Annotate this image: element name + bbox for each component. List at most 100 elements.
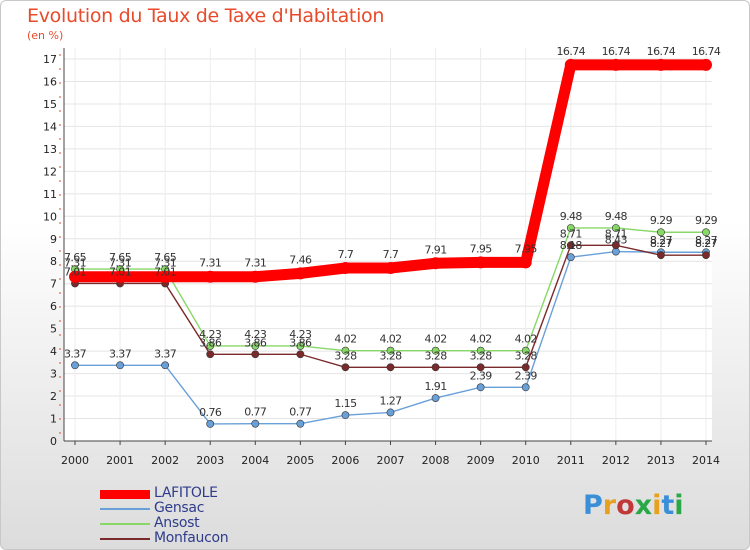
data-point-monfaucon (251, 350, 260, 359)
data-point-gensac (566, 253, 575, 262)
data-point-ansost (476, 346, 485, 355)
data-label-lafitole: 7.7 (338, 248, 354, 261)
data-point-lafitole (339, 261, 352, 274)
data-label-gensac: 3.37 (64, 347, 87, 360)
y-tick-label: 16 (43, 75, 57, 88)
data-point-ansost (386, 346, 395, 355)
data-label-gensac: 0.77 (289, 406, 312, 419)
data-label-monfaucon: 3.28 (334, 349, 357, 362)
data-point-lafitole (69, 270, 81, 283)
data-point-gensac (476, 383, 485, 392)
data-point-monfaucon (206, 350, 215, 359)
y-tick-label: 2 (50, 390, 57, 403)
data-label-gensac: 3.37 (154, 347, 177, 360)
data-label-monfaucon: 8.27 (695, 237, 718, 250)
data-label-ansost: 4.23 (199, 328, 222, 341)
data-label-gensac: 0.77 (244, 406, 267, 419)
y-tick-label: 12 (43, 165, 57, 178)
data-point-monfaucon (386, 363, 395, 372)
data-point-gensac (71, 361, 79, 370)
data-point-monfaucon (476, 363, 485, 372)
y-tick-label: 5 (50, 323, 57, 336)
data-point-monfaucon (566, 241, 575, 250)
data-point-lafitole (114, 270, 127, 283)
data-label-lafitole: 7.31 (154, 257, 176, 270)
data-label-monfaucon: 8.71 (560, 227, 582, 240)
data-point-lafitole (204, 270, 217, 283)
data-point-lafitole (519, 256, 532, 269)
data-point-lafitole (249, 270, 262, 283)
data-point-monfaucon (702, 251, 710, 260)
data-point-ansost (251, 342, 260, 350)
data-label-lafitole: 7.95 (470, 242, 493, 255)
data-point-ansost (341, 346, 350, 355)
legend-label: LAFITOLE (154, 485, 218, 501)
y-tick-label: 4 (50, 345, 57, 358)
data-point-gensac (386, 408, 395, 417)
legend-label: Gensac (154, 500, 205, 516)
data-point-lafitole (384, 261, 397, 274)
data-point-monfaucon (296, 350, 305, 359)
y-tick-label: 10 (43, 210, 57, 223)
data-point-gensac (431, 394, 440, 402)
x-tick-label: 2014 (692, 454, 720, 467)
proxiti-logo: Proxiti (583, 490, 684, 521)
y-tick-label: 11 (43, 188, 57, 201)
y-tick-label: 6 (50, 300, 57, 313)
x-tick-label: 2000 (61, 454, 89, 467)
legend-swatch (100, 538, 150, 540)
x-tick-label: 2010 (512, 454, 540, 467)
data-point-gensac (251, 419, 260, 428)
data-label-lafitole: 7.46 (289, 253, 312, 266)
x-tick-label: 2001 (106, 454, 134, 467)
data-label-lafitole: 7.7 (383, 248, 399, 261)
x-tick-label: 2006 (331, 454, 359, 467)
legend-swatch (100, 508, 150, 510)
data-label-lafitole: 7.31 (199, 257, 221, 270)
data-label-lafitole: 16.74 (692, 45, 721, 58)
data-label-ansost: 4.23 (289, 328, 312, 341)
data-point-ansost (431, 346, 440, 355)
data-point-ansost (702, 228, 710, 237)
data-label-monfaucon: 8.71 (605, 227, 627, 240)
data-label-monfaucon: 3.86 (289, 336, 312, 349)
data-label-monfaucon: 7.01 (109, 265, 131, 278)
data-label-ansost: 4.02 (515, 333, 537, 346)
y-tick-label: 8 (50, 255, 57, 268)
x-tick-label: 2012 (602, 454, 630, 467)
data-point-ansost (296, 342, 305, 350)
x-tick-label: 2011 (557, 454, 585, 467)
data-label-gensac: 3.37 (109, 347, 132, 360)
data-label-ansost: 9.48 (560, 210, 583, 223)
data-label-monfaucon: 3.86 (199, 336, 222, 349)
y-tick-label: 7 (50, 278, 57, 291)
data-point-lafitole (609, 58, 622, 71)
y-tick-label: 17 (43, 53, 57, 66)
data-label-lafitole: 16.74 (602, 45, 631, 58)
data-label-lafitole: 7.91 (425, 243, 447, 256)
x-tick-label: 2009 (467, 454, 495, 467)
data-point-ansost (657, 228, 665, 237)
data-point-lafitole (429, 257, 442, 270)
data-point-monfaucon (611, 241, 620, 250)
data-point-gensac (161, 361, 170, 370)
data-point-ansost (611, 224, 620, 232)
chart-title: Evolution du Taux de Taxe d'Habitation (27, 5, 385, 27)
x-tick-label: 2013 (647, 454, 675, 467)
data-label-gensac: 1.15 (334, 397, 357, 410)
data-label-ansost: 4.02 (379, 333, 401, 346)
data-label-monfaucon: 3.28 (425, 349, 448, 362)
data-label-gensac: 8.18 (560, 239, 583, 252)
data-point-lafitole (474, 256, 487, 269)
data-point-lafitole (654, 58, 667, 71)
data-point-lafitole (564, 58, 577, 71)
data-label-monfaucon: 7.01 (64, 265, 86, 278)
x-tick-label: 2005 (286, 454, 314, 467)
x-tick-label: 2008 (422, 454, 450, 467)
data-label-gensac: 2.39 (515, 369, 538, 382)
data-label-ansost: 4.02 (334, 333, 356, 346)
data-label-gensac: 0.76 (199, 406, 222, 419)
data-label-ansost: 4.02 (470, 333, 492, 346)
y-tick-label: 0 (50, 435, 57, 448)
data-point-ansost (206, 342, 215, 350)
